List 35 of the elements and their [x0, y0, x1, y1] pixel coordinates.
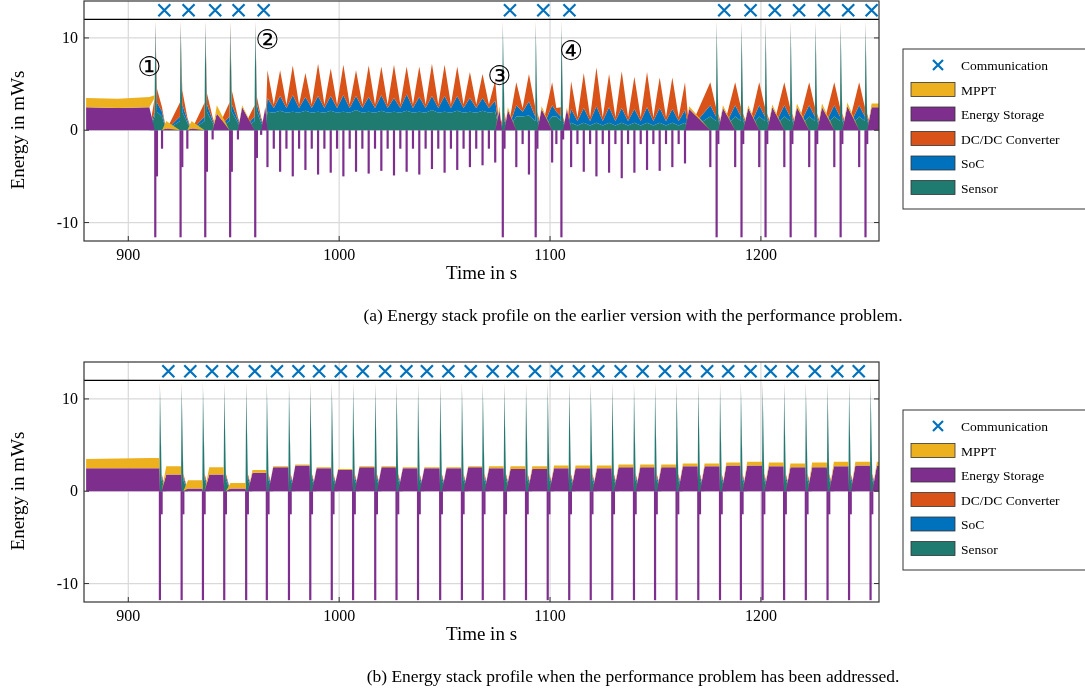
legend-label: Communication [961, 58, 1049, 73]
x-tick-label: 1000 [323, 607, 356, 624]
x-axis-title: Time in s [445, 623, 518, 644]
x-tick-label: 1100 [534, 607, 566, 624]
x-tick-label: 1000 [323, 246, 356, 263]
x-tick-label: 900 [116, 607, 141, 624]
legend-label: SoC [961, 156, 985, 171]
annotation: ③ [487, 60, 512, 92]
legend-label: Sensor [961, 541, 999, 557]
x-axis-title: Time in s [445, 262, 518, 283]
legend-label: DC/DC Converter [961, 131, 1061, 147]
legend-label: SoC [961, 517, 985, 532]
text: (a) Energy stack profile on the earlier version with the performance problem. [363, 305, 903, 325]
legend-label: DC/DC Converter [961, 492, 1061, 508]
x-tick-label: 900 [116, 246, 141, 263]
x-tick-label: 1100 [534, 246, 566, 263]
legend-label: Sensor [961, 180, 999, 196]
x-tick-label: 1200 [744, 607, 777, 624]
y-tick-label: 10 [62, 28, 78, 46]
legend-label: Energy Storage [961, 468, 1045, 483]
x-tick-label: 1200 [744, 246, 777, 263]
annotation: ④ [559, 35, 584, 67]
legend-label: Communication [961, 419, 1049, 434]
y-axis-title: Energy in mWs [7, 431, 28, 551]
y-tick-label: 10 [62, 389, 78, 407]
y-tick-label: -10 [56, 574, 78, 592]
y-axis-title: Energy in mWs [7, 70, 28, 190]
y-tick-label: 0 [70, 121, 78, 139]
annotation: ② [255, 24, 280, 56]
y-tick-label: -10 [56, 213, 78, 231]
legend-label: MPPT [961, 82, 998, 98]
y-tick-label: 0 [70, 482, 78, 500]
text: (b) Energy stack profile when the performance problem has been addressed. [366, 666, 900, 686]
legend-label: MPPT [961, 443, 998, 459]
legend-label: Energy Storage [961, 107, 1045, 122]
